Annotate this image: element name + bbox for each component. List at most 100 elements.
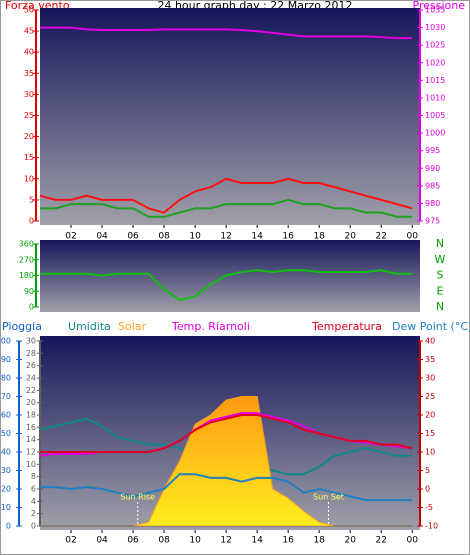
y2-tick-label: 1000: [425, 129, 445, 138]
y-tick-label: 0: [29, 303, 34, 312]
legend-label: Solar: [118, 320, 147, 333]
y2-tick-label: 1010: [425, 93, 445, 102]
direction-label: N: [436, 237, 444, 250]
y-tick-label: 50: [1, 429, 11, 438]
y2-tick-label: 980: [425, 199, 440, 208]
y-tick-label: 45: [24, 27, 34, 36]
x-tick-label: 16: [282, 536, 294, 546]
x-tick-label: 06: [127, 232, 139, 242]
x-tick-label: 02: [65, 232, 76, 242]
x-tick-label: 12: [220, 536, 231, 546]
y2-tick-label: 30: [425, 374, 435, 383]
plot-area: [40, 240, 420, 312]
y-tick-label: 25: [24, 111, 34, 120]
y3-tick-label: 28: [26, 349, 36, 358]
line: [40, 269, 413, 302]
y-tick-label: 35: [24, 69, 34, 78]
y2-tick-label: 1015: [425, 76, 445, 85]
y2-tick-label: 10: [425, 448, 435, 457]
x-tick-label: 14: [251, 536, 263, 546]
y2-tick-label: 15: [425, 429, 435, 438]
y2-tick-label: 985: [425, 181, 440, 190]
y3-tick-label: 6: [31, 485, 36, 494]
y2-axis-label: Pressione: [413, 0, 466, 12]
area: [40, 396, 413, 527]
y-tick-label: 5: [29, 195, 34, 204]
plot-area: [40, 8, 420, 225]
legend-label: Dew Point (°C): [392, 320, 470, 333]
y-tick-label: 360: [19, 240, 34, 249]
line: [40, 414, 413, 453]
x-tick-label: 04: [96, 232, 108, 242]
y2-tick-label: 25: [425, 392, 435, 401]
x-tick-label: 20: [344, 536, 356, 546]
x-tick-label: 18: [313, 536, 325, 546]
y3-tick-label: 2: [31, 509, 36, 518]
line: [40, 198, 413, 218]
y3-tick-label: 18: [26, 411, 36, 420]
y2-tick-label: 1020: [425, 58, 445, 67]
x-tick-label: 06: [127, 536, 139, 546]
y2-tick-label: 20: [425, 411, 435, 420]
y3-tick-label: 12: [26, 448, 36, 457]
y-tick-label: 30: [24, 90, 34, 99]
direction-label: N: [436, 300, 444, 313]
y3-tick-label: 14: [26, 435, 36, 444]
direction-label: W: [435, 253, 446, 266]
y3-tick-label: 26: [26, 361, 36, 370]
y2-tick-label: 995: [425, 146, 440, 155]
annotation: Sun Rise: [120, 493, 155, 502]
y2-tick-label: -10: [425, 522, 438, 531]
y3-tick-label: 30: [26, 337, 36, 346]
y2-tick-label: 1030: [425, 23, 445, 32]
y-tick-label: 15: [24, 153, 34, 162]
y2-tick-label: 990: [425, 164, 440, 173]
direction-label: E: [437, 284, 444, 297]
y-tick-label: 40: [1, 448, 11, 457]
y-tick-label: 60: [1, 411, 11, 420]
x-tick-label: 12: [220, 232, 231, 242]
x-tick-label: 00: [407, 232, 419, 242]
y2-tick-label: 1005: [425, 111, 445, 120]
y3-tick-label: 4: [31, 497, 36, 506]
y3-tick-label: 16: [26, 423, 36, 432]
x-tick-label: 20: [344, 232, 356, 242]
x-tick-label: 18: [313, 232, 325, 242]
y-tick-label: 10: [24, 174, 34, 183]
y3-tick-label: 0: [31, 522, 36, 531]
y2-tick-label: 35: [425, 355, 435, 364]
y3-tick-label: 8: [31, 472, 36, 481]
y2-tick-label: 5: [425, 466, 430, 475]
y-tick-label: 80: [1, 374, 11, 383]
y-tick-label: 90: [24, 287, 34, 296]
line: [40, 26, 413, 40]
y-tick-label: 20: [1, 485, 11, 494]
x-tick-label: 22: [375, 232, 386, 242]
legend-label: Umidita: [68, 320, 111, 333]
x-tick-label: 10: [189, 536, 201, 546]
x-tick-label: 14: [251, 232, 263, 242]
y2-tick-label: 975: [425, 217, 440, 226]
y-tick-label: 50: [24, 6, 34, 15]
x-tick-label: 10: [189, 232, 201, 242]
y-tick-label: 90: [1, 355, 11, 364]
direction-label: S: [437, 269, 444, 282]
y2-tick-label: 1025: [425, 41, 445, 50]
y-tick-label: 180: [19, 271, 34, 280]
y-tick-label: 70: [1, 392, 11, 401]
y3-tick-label: 24: [26, 374, 36, 383]
legend-label: Temp. Riarnoli: [171, 320, 250, 333]
x-tick-label: 04: [96, 536, 108, 546]
y-tick-label: 20: [24, 132, 34, 141]
line: [39, 177, 413, 214]
x-tick-label: 02: [65, 536, 76, 546]
y-tick-label: 0: [29, 217, 34, 226]
y2-tick-label: -5: [425, 503, 433, 512]
x-tick-label: 00: [407, 536, 419, 546]
y2-tick-label: 1035: [425, 6, 445, 15]
y3-tick-label: 20: [26, 398, 36, 407]
y-tick-label: 270: [19, 255, 34, 264]
x-tick-label: 16: [282, 232, 294, 242]
y2-tick-label: 0: [425, 485, 430, 494]
